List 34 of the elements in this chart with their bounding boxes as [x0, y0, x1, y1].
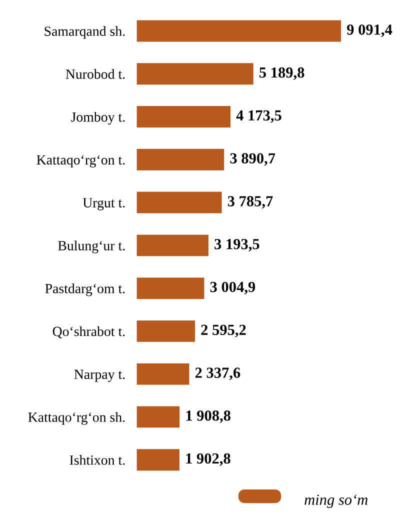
y-tick-label: Pastdarg‘om t.: [45, 283, 125, 296]
legend-label: ming so‘m: [304, 494, 368, 508]
data-label: 3 890,7: [230, 153, 276, 166]
data-label: 2 595,2: [201, 324, 246, 338]
bar: [136, 192, 222, 214]
data-label: 3 004,9: [210, 282, 256, 294]
y-tick-label: Samarqand sh.: [44, 26, 125, 39]
bar: [136, 406, 180, 428]
data-label: 5 189,8: [260, 67, 304, 80]
bar: [136, 234, 208, 256]
bar: [136, 106, 230, 128]
data-label: 1 902,8: [186, 453, 230, 466]
data-label: 1 908,8: [186, 410, 230, 423]
bar: [136, 20, 342, 42]
data-label: 2 337,6: [195, 368, 240, 380]
y-tick-label: Jomboy t.: [71, 112, 125, 125]
y-tick-label: Qo‘shrabot t.: [52, 326, 125, 338]
data-label: 9 091,4: [347, 24, 392, 38]
y-tick-label: Kattaqo‘rg‘on sh.: [28, 412, 125, 425]
data-label: 4 173,5: [236, 110, 282, 123]
bar: [136, 449, 180, 471]
data-label: 3 193,5: [214, 238, 260, 252]
y-tick-label: Kattaqo‘rg‘on t.: [36, 155, 125, 168]
y-tick-label: Urgut t.: [82, 198, 125, 210]
y-tick-label: Bulung‘ur t.: [58, 240, 125, 254]
y-tick-label: Ishtixon t.: [70, 455, 125, 465]
bar: [136, 63, 254, 85]
bar: [136, 320, 196, 342]
y-tick-label: Narpay t.: [74, 370, 125, 382]
bar: [136, 148, 224, 170]
y-tick-label: Nurobod t.: [66, 69, 125, 79]
bar: [136, 363, 190, 385]
data-label: 3 785,7: [228, 196, 273, 209]
bar: [136, 278, 204, 300]
